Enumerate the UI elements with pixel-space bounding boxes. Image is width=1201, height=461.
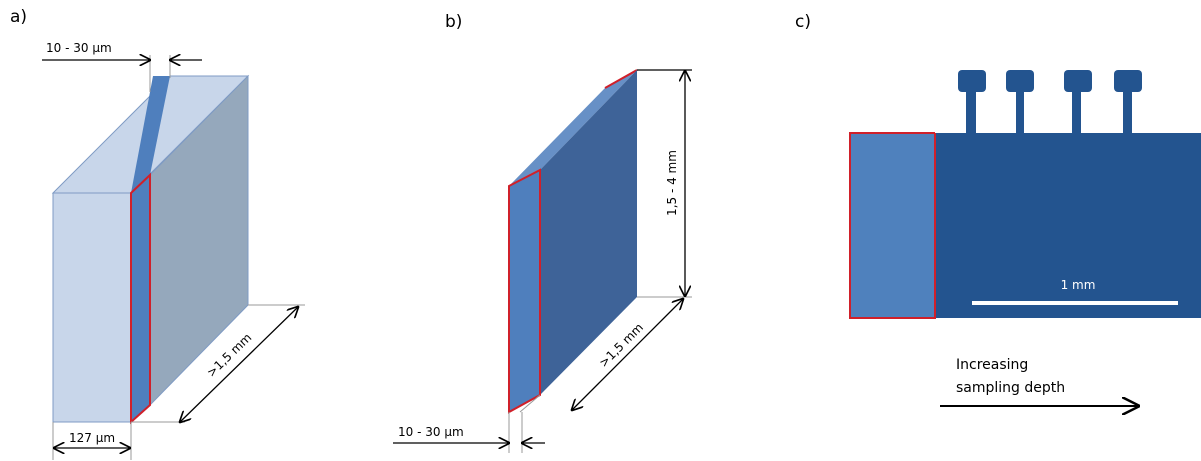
dimension-arrow <box>180 307 298 422</box>
panel-c: c) 1 mm Increasing sampling depth <box>795 12 1201 406</box>
panel-a: a) 10 - 30 µm >1,5 mm 127 µm <box>10 7 305 460</box>
block-front <box>52 192 132 423</box>
slab-top <box>509 70 637 186</box>
scale-label: 1 mm <box>1061 278 1096 292</box>
panel-label: a) <box>10 7 27 27</box>
dimension-label: 10 - 30 µm <box>46 41 112 55</box>
slice <box>850 133 935 318</box>
dimension-arrow <box>572 299 683 410</box>
sample-body <box>935 133 1201 318</box>
panel-label: b) <box>445 12 462 32</box>
slice-front <box>130 172 151 425</box>
caption: sampling depth <box>956 380 1065 396</box>
extension-line <box>519 394 541 413</box>
slice-top <box>131 76 170 193</box>
probe-pads <box>958 70 1142 135</box>
caption: Increasing <box>956 357 1028 373</box>
slab-front <box>508 168 541 414</box>
dimension-label: 127 µm <box>69 431 115 445</box>
edge <box>604 69 638 89</box>
dimension-label: 10 - 30 µm <box>398 425 464 439</box>
dimension-label: 1,5 - 4 mm <box>665 150 679 216</box>
panel-label: c) <box>795 12 811 32</box>
panel-b: b) 1,5 - 4 mm >1,5 mm 10 - 30 µm <box>393 12 692 453</box>
slice-outline <box>849 132 936 319</box>
